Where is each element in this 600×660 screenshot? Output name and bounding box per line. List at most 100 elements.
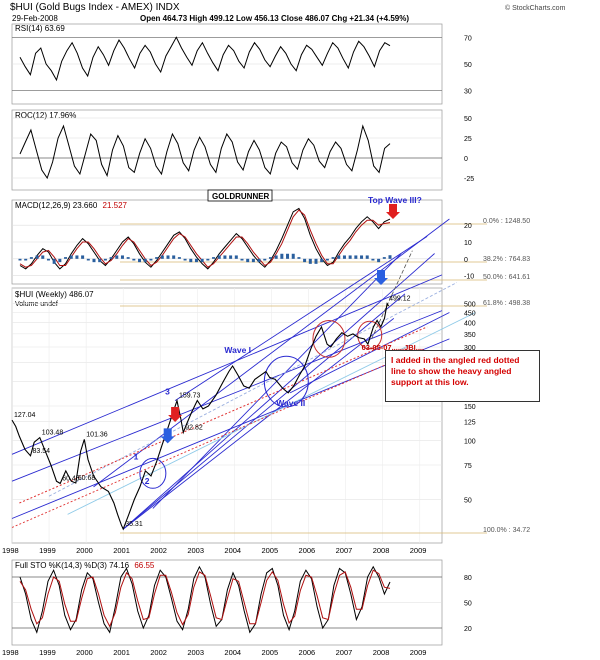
blue-arrow-top (374, 270, 388, 285)
fib-label-1: 38.2% : 764.83 (483, 256, 530, 263)
red-arrow-2002 (168, 406, 183, 422)
price-point-label-5: 101.36 (86, 431, 108, 438)
price-xtick-10: 2008 (373, 546, 390, 555)
price-annotation-5: 3 (165, 386, 170, 396)
grid-layer (11, 36, 442, 629)
macd-hist-bar (308, 258, 312, 264)
macd-hist-bar (177, 257, 181, 259)
macd-hist-bar (217, 255, 221, 259)
trend-light-0 (67, 312, 476, 515)
wave-circle-1 (263, 355, 309, 408)
fib-label-2: 50.0% : 641.61 (483, 274, 530, 281)
macd-hist-bar (41, 255, 45, 259)
chart-symbol-title: $HUI (Gold Bugs Index - AMEX) INDX (10, 2, 180, 13)
chart-date: 29-Feb-2008 (12, 14, 58, 23)
sto-xtick-2: 2000 (76, 648, 93, 657)
roc-title: ROC(12) 17.96% (15, 111, 76, 120)
macd-hist-bar (200, 258, 204, 263)
macd-title-text: MACD(12,26,9) 23.660 (15, 201, 98, 210)
sto-xtick-11: 2009 (410, 648, 427, 657)
macd-hist-bar (314, 258, 318, 264)
sto-xtick-0: 1998 (2, 648, 19, 657)
price-xtick-6: 2004 (224, 546, 241, 555)
sto-xtick-3: 2001 (113, 648, 130, 657)
price-tick-9: 100 (464, 439, 476, 446)
macd-hist-bar (223, 255, 227, 259)
macd-hist-bar (64, 257, 68, 259)
macd-hist-bar (286, 253, 290, 259)
macd-hist-bar (126, 257, 130, 259)
macd-hist-bar (229, 255, 233, 259)
support-red-dotted-2 (11, 349, 420, 528)
rsi-tick-2: 30 (464, 89, 472, 96)
macd-hist-bar (337, 255, 341, 259)
macd-hist-bar (183, 258, 187, 261)
price-point-label-1: 103.48 (42, 430, 64, 437)
goldrunner-label: GOLDRUNNER (212, 192, 270, 201)
annotation-note-text: I added in the angled red dotted line to… (391, 355, 520, 387)
series-layer (11, 36, 392, 634)
macd-hist-bar (132, 258, 136, 261)
roc-tick-1: 25 (464, 136, 472, 143)
price-annotation-2: Top Wave III? (368, 195, 422, 205)
macd-hist-bar (206, 258, 210, 261)
price-tick-2: 400 (464, 321, 476, 328)
trend-line-1 (11, 310, 443, 482)
macd-signal-value: 21.527 (103, 201, 128, 210)
macd-hist-bar (194, 258, 198, 263)
macd-tick-1: 10 (464, 240, 472, 247)
sto-tick-1: 50 (464, 601, 472, 608)
fib-label-0: 0.0% : 1248.50 (483, 218, 530, 225)
macd-hist-bar (109, 257, 113, 259)
roc-tick-3: -25 (464, 176, 474, 183)
price-legend: Volume undef (15, 301, 58, 308)
rsi-series-0 (19, 36, 391, 82)
macd-hist-bar (166, 255, 170, 259)
price-tick-3: 350 (464, 332, 476, 339)
macd-hist-bar (280, 253, 284, 259)
macd-hist-bar (342, 255, 346, 259)
price-xtick-5: 2003 (187, 546, 204, 555)
red-arrow-top (386, 204, 400, 219)
macd-tick-3: -10 (464, 274, 474, 281)
price-annotation-3: 1 (134, 452, 139, 462)
price-point-label-9: 499.12 (389, 296, 411, 303)
goldrunner-box (207, 189, 273, 202)
macd-hist-bar (81, 255, 85, 259)
macd-title: MACD(12,26,9) 23.660 21.527 (15, 201, 128, 210)
macd-hist-bar (291, 253, 295, 259)
trend-line-0 (11, 274, 443, 455)
sto-xtick-7: 2005 (261, 648, 278, 657)
macd-hist-bar (365, 255, 369, 259)
macd-hist-bar (75, 255, 79, 259)
price-annotation-4: 2 (145, 476, 150, 486)
macd-hist-bar (46, 258, 50, 261)
price-tick-11: 50 (464, 498, 472, 505)
macd-hist-bar (98, 258, 102, 263)
price-point-label-2: 83.54 (33, 448, 51, 455)
sto-d-value: 66.55 (134, 561, 155, 570)
price-title: $HUI (Weekly) 486.07 (15, 290, 94, 299)
label-layer: 70503050250-2520100-10805020500450400350… (2, 35, 530, 657)
rsi-tick-1: 50 (464, 62, 472, 69)
macd-hist-bar (69, 255, 73, 259)
macd-hist-bar (274, 255, 278, 259)
macd-series-0 (19, 207, 391, 270)
macd-hist-bar (377, 258, 381, 263)
wave-circle-3 (357, 320, 383, 350)
sto-xtick-10: 2008 (373, 648, 390, 657)
wave-circle-0 (139, 457, 167, 489)
price-point-label-0: 127.04 (14, 412, 36, 419)
macd-hist-bar (160, 255, 164, 259)
macd-hist-bar (320, 258, 324, 263)
roc-tick-2: 0 (464, 156, 468, 163)
macd-hist-bar (240, 258, 244, 261)
macd-hist-bar (297, 257, 301, 259)
price-tick-1: 450 (464, 310, 476, 317)
wave-circle-2 (312, 319, 346, 358)
fib-label-3: 61.8% : 498.38 (483, 300, 530, 307)
macd-hist-bar (120, 255, 124, 259)
price-xtick-8: 2006 (299, 546, 316, 555)
blue-arrow-2002 (160, 428, 175, 444)
